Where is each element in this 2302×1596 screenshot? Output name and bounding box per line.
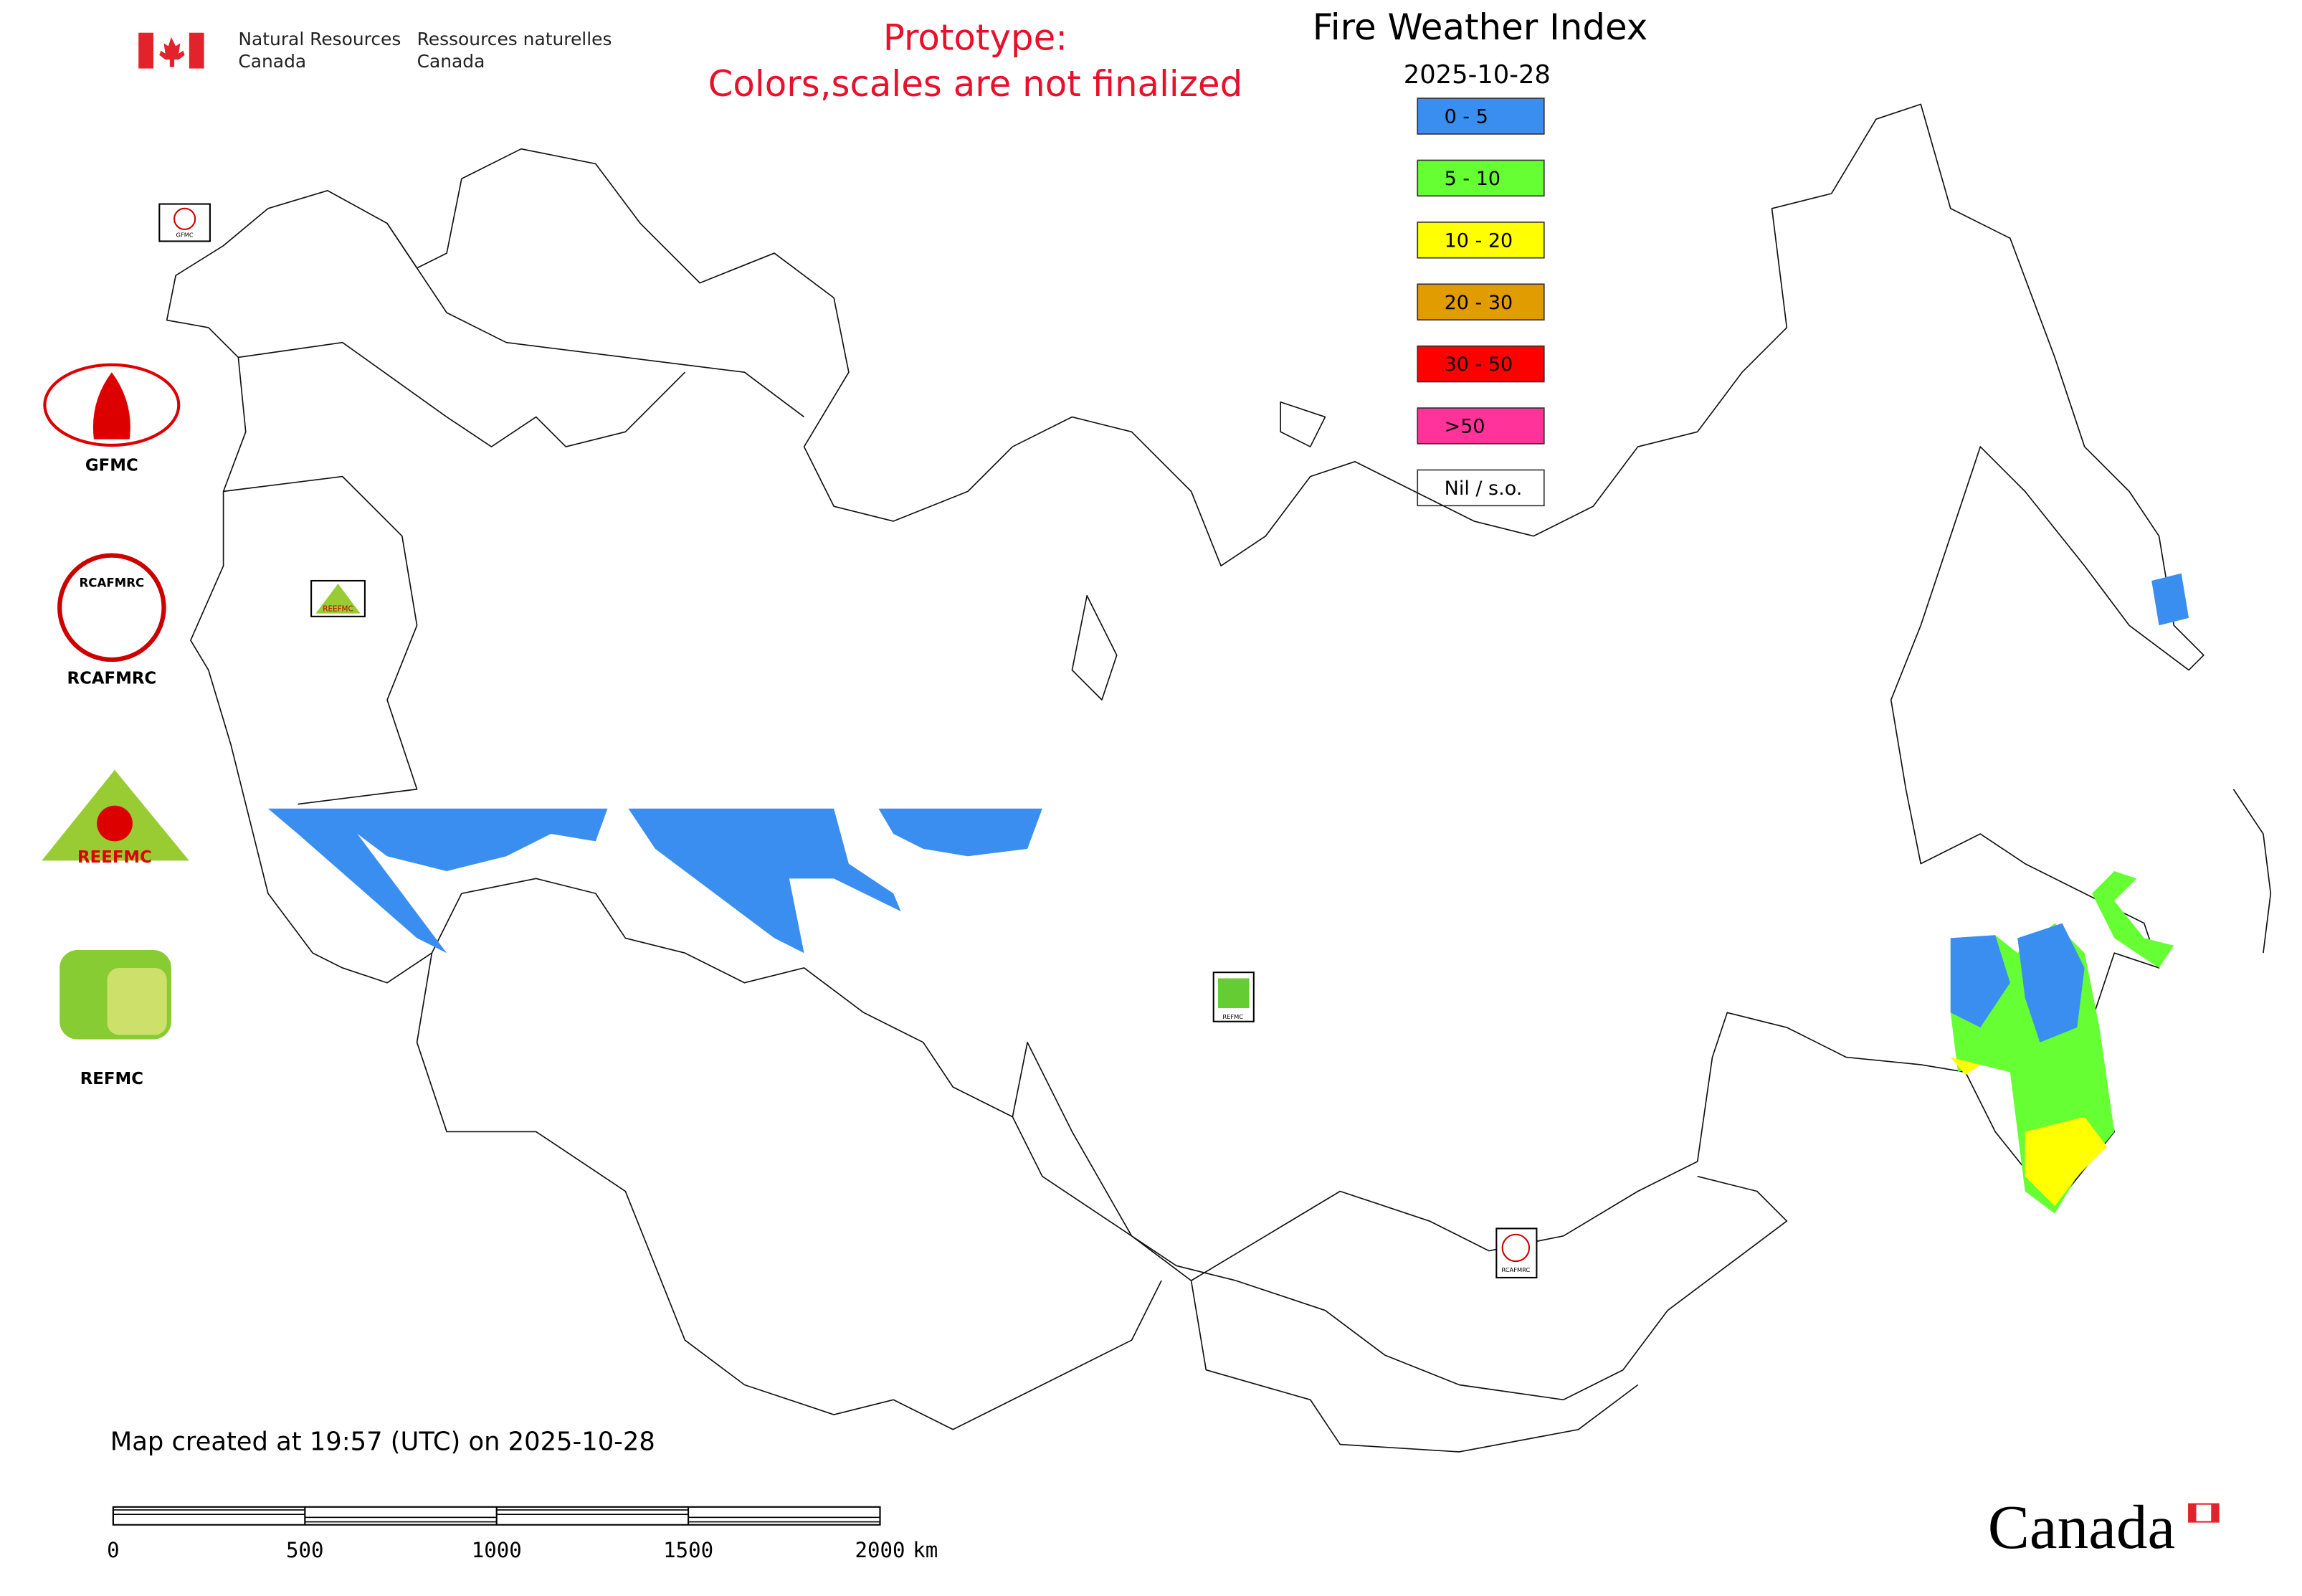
logo-label: RCAFMRC bbox=[1501, 1266, 1530, 1273]
legend-swatch bbox=[1417, 283, 1545, 320]
legend: 0 - 5 5 - 10 10 - 20 20 - 30 30 - 50 >50 Nil /… bbox=[1417, 98, 1545, 507]
wordmark-text: Canada bbox=[1988, 1492, 2176, 1562]
logo-label: REFMC bbox=[80, 1070, 143, 1088]
scale-segment bbox=[495, 1509, 689, 1516]
date: 2025-10-28 bbox=[1404, 60, 1551, 90]
legend-label: 5 - 10 bbox=[1445, 168, 1500, 190]
footer-note: Map created at 19:57 (UTC) on 2025-10-28 bbox=[110, 1427, 655, 1456]
logo-label: GFMC bbox=[176, 232, 194, 239]
scale-segment bbox=[304, 1516, 498, 1523]
legend-label: 0 - 5 bbox=[1445, 106, 1488, 128]
agency-name: Ressources naturelles bbox=[417, 29, 612, 49]
logo-label: REEFMC bbox=[77, 848, 152, 867]
notice: Colors,scales are not finalized bbox=[708, 63, 1243, 105]
map-logo: GFMC REEFMC REFMC RCAFMRC bbox=[158, 203, 1538, 1279]
wordmark: Canada bbox=[1988, 1492, 2220, 1562]
scale-segment bbox=[113, 1509, 306, 1516]
notice: Prototype: bbox=[883, 17, 1067, 59]
boundaries bbox=[166, 103, 2272, 1453]
legend-label: 10 - 20 bbox=[1445, 229, 1513, 252]
scale-bar: 0 500 1000 1500 2000 km bbox=[107, 1506, 938, 1562]
legend-swatch bbox=[1417, 222, 1545, 259]
legend-swatch bbox=[1417, 159, 1545, 197]
scale-unit: km bbox=[913, 1538, 938, 1562]
legend-label: 30 - 50 bbox=[1445, 353, 1513, 376]
title: Fire Weather Index bbox=[1313, 6, 1648, 48]
agency-name: Natural Resources bbox=[238, 29, 401, 49]
scale-label: 0 bbox=[107, 1538, 120, 1562]
agency-signature: Natural Resources Canada Ressources natu… bbox=[138, 29, 612, 72]
scale-segment bbox=[688, 1516, 881, 1523]
scale-label: 1500 bbox=[663, 1538, 713, 1562]
agency-name: Canada bbox=[238, 51, 306, 72]
legend-swatch bbox=[1417, 98, 1545, 135]
scale-label: 1000 bbox=[472, 1538, 522, 1562]
scale-label: 2000 bbox=[855, 1538, 905, 1562]
logo-label: RCAFMRC bbox=[67, 670, 157, 688]
legend-swatch bbox=[1417, 469, 1545, 507]
fwi-overlay bbox=[267, 573, 2189, 1214]
legend-swatch bbox=[1417, 345, 1545, 383]
legend-label: 20 - 30 bbox=[1445, 292, 1513, 314]
legend-label: Nil / s.o. bbox=[1445, 478, 1523, 500]
logo-label: REEFMC bbox=[323, 604, 353, 613]
side-logos: GFMC RCAFMRC RCAFMRC REEFMC REFMC bbox=[42, 363, 189, 1088]
logo-label: RCAFMRC bbox=[79, 576, 144, 590]
logo-label: REFMC bbox=[1222, 1013, 1243, 1020]
legend-swatch bbox=[1417, 407, 1545, 445]
scale-label: 500 bbox=[286, 1538, 324, 1562]
legend-label: >50 bbox=[1445, 416, 1485, 438]
agency-name: Canada bbox=[417, 51, 485, 72]
logo-label: GFMC bbox=[85, 457, 138, 475]
